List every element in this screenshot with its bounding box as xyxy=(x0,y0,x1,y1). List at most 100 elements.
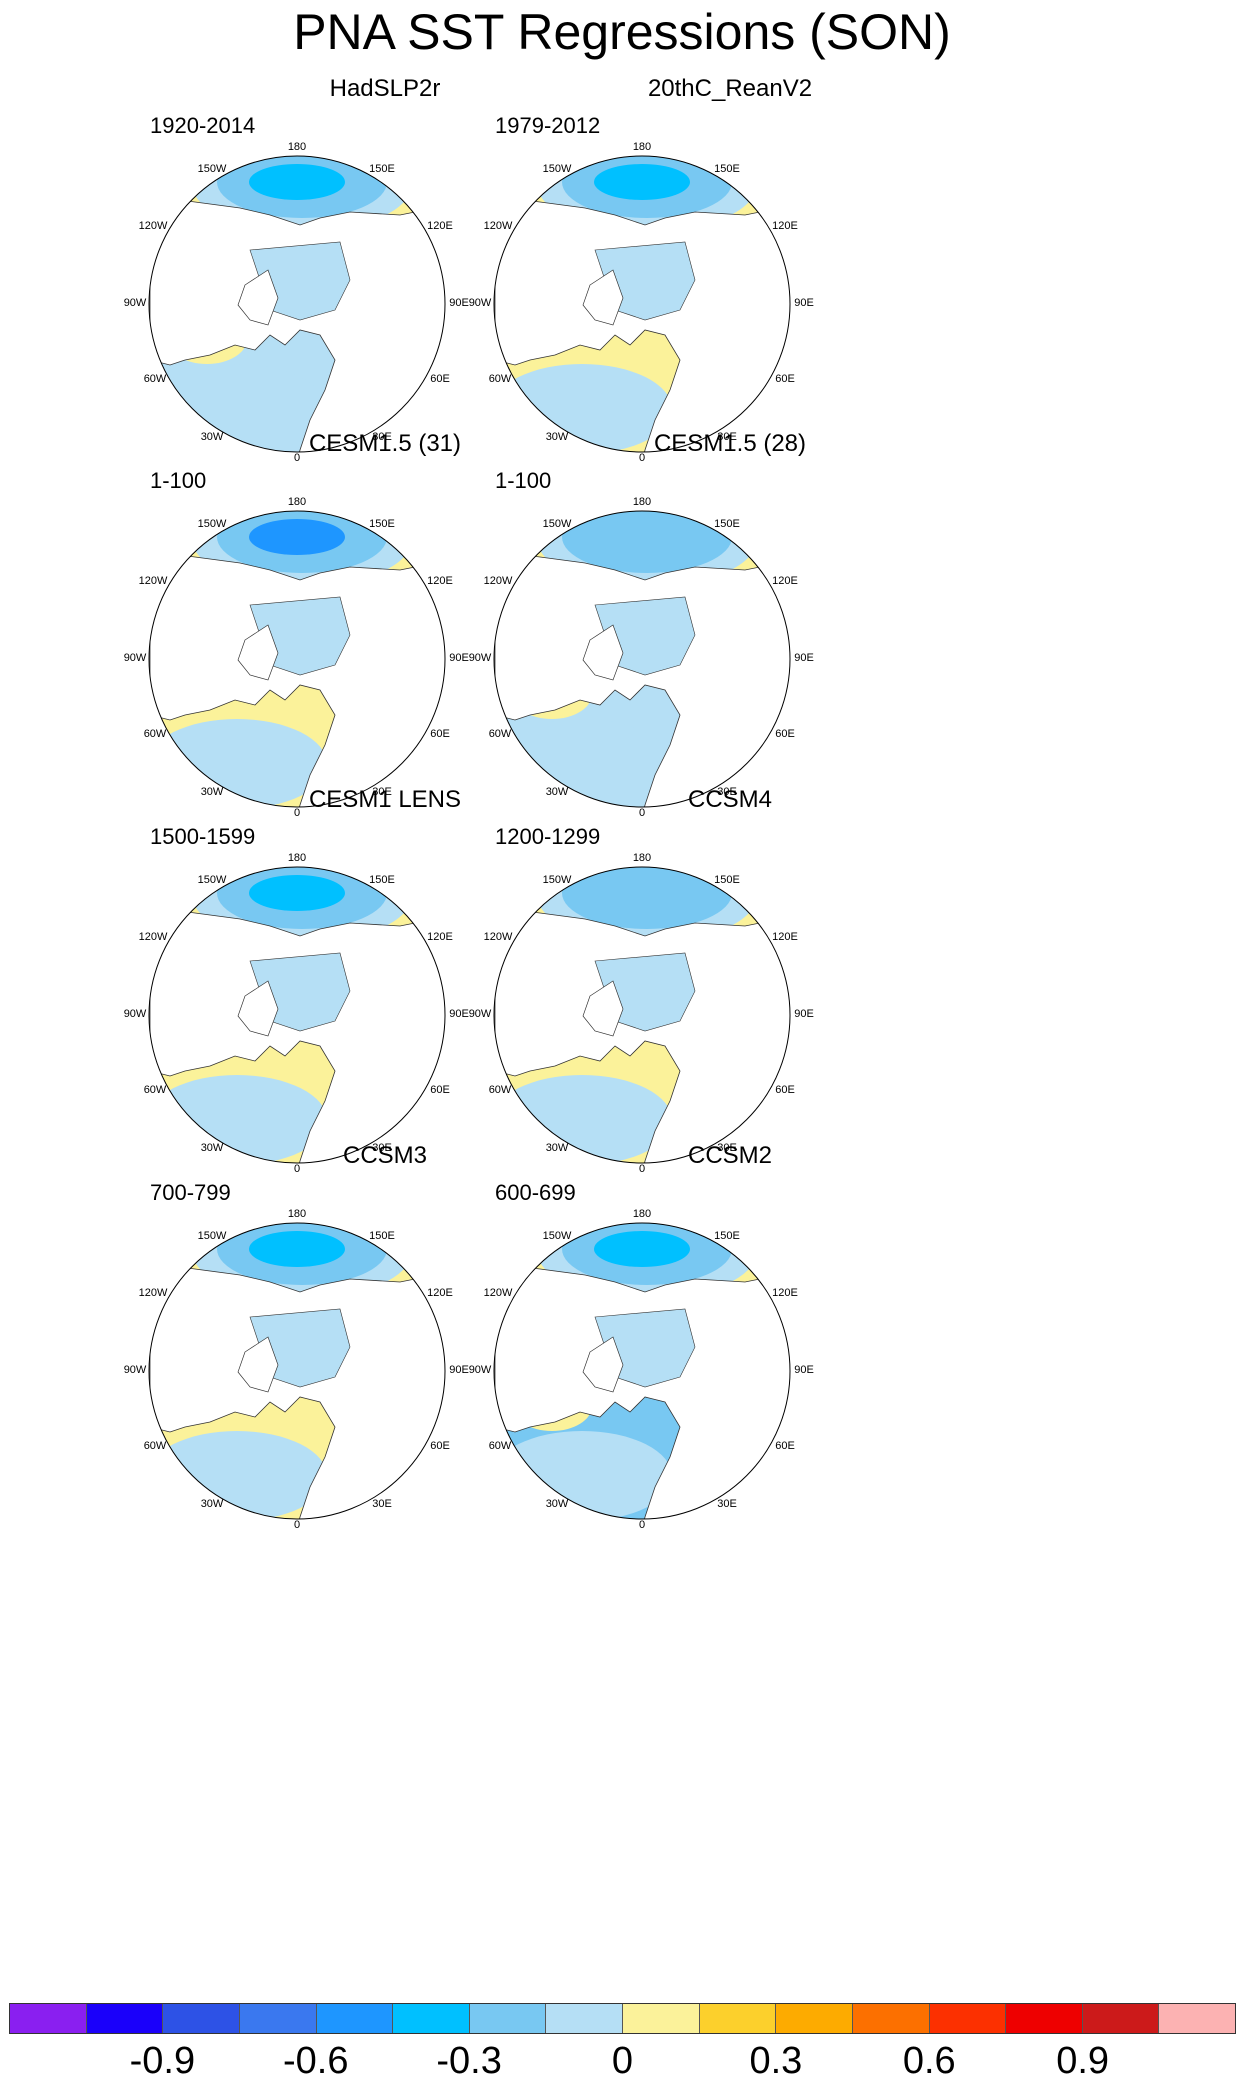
map-label-bottom: 0 xyxy=(294,1519,300,1531)
map-label-bottom-right: 30E xyxy=(372,1498,392,1510)
map-label-upper-left: 120W xyxy=(139,220,168,232)
map-label-top: 180 xyxy=(288,1208,306,1220)
map-label-left: 90W xyxy=(124,1364,147,1376)
map-label-top-right: 150E xyxy=(714,518,740,530)
map-label-right: 90E xyxy=(449,1008,469,1020)
map-label-upper-right: 120E xyxy=(772,220,798,232)
map-label-lower-right: 60E xyxy=(775,1084,795,1096)
map-panel: CCSM2 600-699 180 150W 150E 120W 120E 90W 90E 6… xyxy=(495,1142,965,1612)
map-label-left: 90W xyxy=(124,297,147,309)
colorbar-bin xyxy=(1159,2004,1235,2033)
map-label-top: 180 xyxy=(633,1208,651,1220)
map-label-bottom-right: 30E xyxy=(717,1498,737,1510)
map-label-upper-right: 120E xyxy=(772,575,798,587)
map-label-left: 90W xyxy=(124,652,147,664)
colorbar-tick-label: 0.3 xyxy=(749,2040,802,2083)
pacific-anomaly-core xyxy=(594,164,690,200)
map-label-left: 90W xyxy=(469,297,492,309)
map-label-upper-right: 120E xyxy=(772,931,798,943)
map-label-lower-left: 60W xyxy=(144,1084,167,1096)
map-label-lower-left: 60W xyxy=(489,1084,512,1096)
map-label-lower-right: 60E xyxy=(430,1084,450,1096)
map-label-upper-right: 120E xyxy=(427,931,453,943)
map-label-right: 90E xyxy=(794,1008,814,1020)
colorbar-tick-label: 0 xyxy=(612,2040,633,2083)
map-label-lower-right: 60E xyxy=(430,728,450,740)
colorbar-bin xyxy=(1006,2004,1083,2033)
map-label-lower-right: 60E xyxy=(430,373,450,385)
map-label-top-left: 150W xyxy=(198,163,227,175)
polar-map: 180 150W 150E 120W 120E 90W 90E 60W 60E 30W 30E 0 xyxy=(495,1142,965,1612)
map-label-top: 180 xyxy=(633,496,651,508)
map-label-lower-left: 60W xyxy=(489,728,512,740)
map-label-top-right: 150E xyxy=(369,518,395,530)
colorbar-tick-label: 0.9 xyxy=(1056,2040,1109,2083)
map-label-top-left: 150W xyxy=(198,1230,227,1242)
map-label-lower-left: 60W xyxy=(144,728,167,740)
colorbar-bin xyxy=(546,2004,623,2033)
colorbar-bin xyxy=(700,2004,777,2033)
colorbar-bin xyxy=(930,2004,1007,2033)
colorbar-tick-label: -0.3 xyxy=(436,2040,501,2083)
colorbar xyxy=(9,2003,1236,2034)
pacific-anomaly-core xyxy=(249,875,345,911)
map-label-top: 180 xyxy=(288,141,306,153)
map-label-top-right: 150E xyxy=(369,874,395,886)
map-label-top-left: 150W xyxy=(543,1230,572,1242)
map-label-left: 90W xyxy=(469,1364,492,1376)
map-label-top: 180 xyxy=(633,141,651,153)
map-label-left: 90W xyxy=(469,1008,492,1020)
map-label-lower-right: 60E xyxy=(430,1440,450,1452)
colorbar-tick-label: 0.6 xyxy=(903,2040,956,2083)
map-label-top-left: 150W xyxy=(543,874,572,886)
map-label-right: 90E xyxy=(794,652,814,664)
colorbar-bin xyxy=(1083,2004,1160,2033)
map-label-right: 90E xyxy=(794,297,814,309)
map-label-upper-left: 120W xyxy=(139,575,168,587)
map-label-lower-right: 60E xyxy=(775,728,795,740)
map-label-upper-left: 120W xyxy=(484,1287,513,1299)
map-label-top: 180 xyxy=(633,852,651,864)
colorbar-bin xyxy=(623,2004,700,2033)
colorbar-bin xyxy=(163,2004,240,2033)
colorbar-bin xyxy=(853,2004,930,2033)
map-label-bottom-left: 30W xyxy=(546,1498,569,1510)
map-label-top: 180 xyxy=(288,496,306,508)
map-label-top-right: 150E xyxy=(714,874,740,886)
colorbar-bin xyxy=(10,2004,87,2033)
figure-title: PNA SST Regressions (SON) xyxy=(0,4,1244,62)
colorbar-bin xyxy=(776,2004,853,2033)
colorbar-bin xyxy=(240,2004,317,2033)
map-label-top-left: 150W xyxy=(198,518,227,530)
map-label-lower-left: 60W xyxy=(489,373,512,385)
map-label-lower-left: 60W xyxy=(144,1440,167,1452)
map-label-top-right: 150E xyxy=(369,163,395,175)
colorbar-bin xyxy=(317,2004,394,2033)
map-label-right: 90E xyxy=(449,1364,469,1376)
map-label-right: 90E xyxy=(794,1364,814,1376)
map-label-lower-left: 60W xyxy=(489,1440,512,1452)
map-label-lower-right: 60E xyxy=(775,1440,795,1452)
pacific-anomaly-core xyxy=(249,519,345,555)
map-label-left: 90W xyxy=(469,652,492,664)
map-label-lower-left: 60W xyxy=(144,373,167,385)
pacific-anomaly-core xyxy=(249,1231,345,1267)
pacific-anomaly-core xyxy=(594,1231,690,1267)
map-label-upper-left: 120W xyxy=(139,1287,168,1299)
colorbar-tick-label: -0.6 xyxy=(283,2040,348,2083)
map-label-upper-left: 120W xyxy=(484,220,513,232)
map-label-lower-right: 60E xyxy=(775,373,795,385)
map-label-upper-left: 120W xyxy=(484,931,513,943)
colorbar-bin xyxy=(87,2004,164,2033)
pacific-anomaly-core xyxy=(594,875,690,911)
map-label-top-left: 150W xyxy=(543,163,572,175)
map-label-upper-right: 120E xyxy=(427,575,453,587)
map-label-top-left: 150W xyxy=(198,874,227,886)
map-label-top-left: 150W xyxy=(543,518,572,530)
pacific-anomaly-core xyxy=(249,164,345,200)
map-label-left: 90W xyxy=(124,1008,147,1020)
map-label-upper-left: 120W xyxy=(484,575,513,587)
map-label-upper-right: 120E xyxy=(772,1287,798,1299)
map-label-top-right: 150E xyxy=(714,1230,740,1242)
map-label-bottom-left: 30W xyxy=(201,1498,224,1510)
